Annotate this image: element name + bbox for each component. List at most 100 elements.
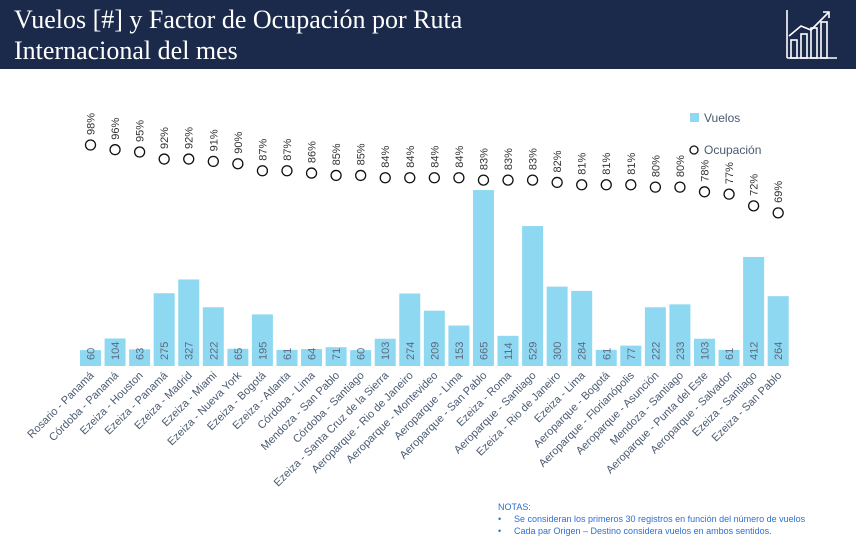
ocupacion-label: 92% [159, 127, 171, 149]
bar-vuelos [522, 226, 544, 366]
ocupacion-point [428, 172, 440, 184]
ocupacion-label: 83% [528, 148, 540, 170]
bar-vuelos [497, 335, 519, 366]
ocupacion-point [404, 172, 416, 184]
ocupacion-point [502, 174, 514, 186]
bar-vuelos [350, 350, 372, 366]
ocupacion-label: 84% [429, 146, 441, 168]
bar-vuelos [227, 348, 249, 366]
bar-vuelos [743, 256, 765, 366]
bar-vuelos [669, 304, 691, 366]
ocupacion-point [477, 174, 490, 186]
bar-vuelos [129, 349, 151, 366]
note-text: Cada par Origen – Destino considera vuel… [514, 526, 772, 536]
bar-value-label: 61 [601, 348, 613, 360]
bar-value-label: 665 [478, 342, 490, 360]
bar-vuelos [202, 307, 224, 366]
ocupacion-point [232, 158, 244, 170]
bar-value-label: 103 [380, 342, 392, 360]
ocupacion-label: 87% [257, 139, 269, 161]
ocupacion-point [551, 176, 563, 189]
ocupacion-point [747, 200, 760, 212]
bar-value-label: 64 [307, 348, 319, 360]
ocupacion-point [133, 146, 146, 158]
bar-vuelos [153, 293, 175, 366]
bar-vuelos [694, 338, 715, 366]
ocupacion-label: 77% [724, 162, 736, 184]
bar-vuelos [767, 296, 789, 366]
ocupacion-label: 85% [331, 143, 343, 165]
bar-value-label: 60 [86, 348, 98, 360]
bar-vuelos [595, 349, 617, 366]
ocupacion-label: 84% [454, 146, 466, 168]
ocupacion-point [305, 167, 318, 179]
bar-value-label: 327 [184, 342, 196, 360]
bar-value-label: 114 [503, 342, 515, 360]
bar-chart-growth-icon [786, 10, 837, 59]
legend-vuelos-label: Vuelos [704, 111, 740, 125]
ocupacion-point [207, 155, 219, 168]
bar-vuelos [718, 349, 740, 366]
ocupacion-point [649, 181, 662, 193]
bar-vuelos [571, 290, 593, 366]
bar-value-label: 233 [675, 342, 687, 360]
bar-value-label: 209 [429, 342, 441, 360]
ocupacion-label: 69% [773, 181, 785, 203]
bar-value-label: 529 [528, 342, 540, 360]
ocupacion-point [330, 169, 342, 182]
bar-value-label: 104 [110, 342, 122, 360]
ocupacion-point [84, 139, 97, 151]
notes-heading: NOTAS: [498, 502, 531, 512]
bar-vuelos [178, 279, 200, 366]
ocupacion-point [576, 179, 588, 191]
bar-vuelos [374, 338, 396, 366]
bar-value-label: 222 [208, 342, 220, 360]
ocupacion-label: 91% [208, 129, 220, 151]
bar-value-label: 153 [454, 342, 466, 360]
ocupacion-point [183, 153, 195, 165]
bar-vuelos [644, 307, 666, 366]
ocupacion-label: 84% [405, 146, 417, 168]
ocupacion-label: 96% [110, 117, 122, 139]
bar-vuelos [423, 310, 445, 366]
ocupacion-label: 80% [650, 155, 662, 177]
ocupacion-point [772, 207, 784, 219]
bar-vuelos [301, 349, 323, 366]
bar-vuelos [448, 325, 470, 366]
bar-value-label: 103 [700, 342, 712, 360]
note-item: • Se consideran los primeros 30 registros… [498, 513, 805, 525]
bar-vuelos [546, 286, 568, 366]
bar-value-label: 71 [331, 348, 343, 360]
ocupacion-point [379, 172, 391, 184]
ocupacion-point [698, 186, 711, 198]
bar-value-label: 65 [233, 348, 245, 360]
page-title-line-2: Internacional del mes [14, 36, 238, 65]
bar-value-label: 61 [724, 348, 736, 360]
note-item: • Cada par Origen – Destino considera vue… [498, 525, 805, 537]
ocupacion-point [256, 165, 269, 177]
bar-vuelos [472, 190, 494, 366]
ocupacion-point [355, 169, 367, 182]
note-bullet: • [498, 514, 502, 524]
bar-value-label: 63 [135, 348, 147, 360]
ocupacion-label: 92% [184, 127, 196, 149]
ocupacion-point [158, 153, 170, 165]
bar-vuelos [80, 350, 101, 366]
ocupacion-label: 82% [552, 150, 564, 172]
bar-value-label: 300 [552, 342, 564, 360]
ocupacion-label: 81% [601, 153, 613, 175]
bar-value-label: 264 [773, 342, 785, 360]
ocupacion-label: 80% [675, 155, 687, 177]
bar-value-label: 222 [650, 342, 662, 360]
bar-vuelos [325, 347, 347, 366]
ocupacion-label: 81% [577, 153, 589, 175]
bar-value-label: 284 [577, 342, 589, 360]
bar-value-label: 60 [356, 348, 368, 360]
legend-ocupacion-marker [689, 145, 699, 155]
ocupacion-point [625, 179, 637, 191]
page-title: Vuelos [#] y Factor de Ocupación por Rut… [14, 4, 462, 66]
ocupacion-label: 81% [626, 153, 638, 175]
ocupacion-point [109, 144, 121, 156]
bar-vuelos [251, 314, 273, 366]
